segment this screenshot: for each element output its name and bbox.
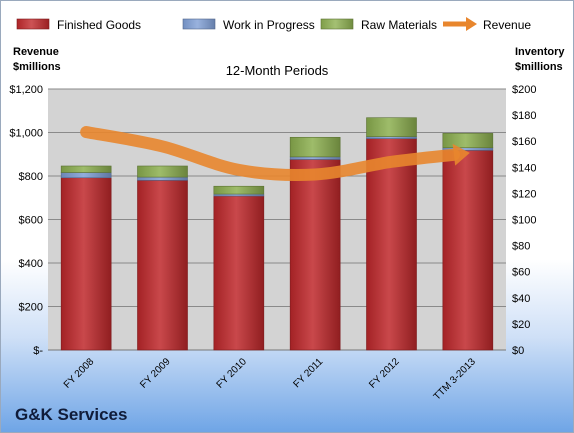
right-tick-label: $140: [512, 162, 536, 174]
right-axis-title-line2: $millions: [515, 61, 563, 73]
bar-finished-goods: [442, 150, 494, 351]
bar-raw-materials: [213, 185, 265, 195]
bar-raw-materials: [137, 165, 188, 178]
chart-title: 12-Month Periods: [226, 63, 329, 78]
bar-raw-materials: [442, 133, 494, 149]
right-axis-title-line1: Inventory: [515, 46, 565, 58]
legend-label: Revenue: [483, 18, 531, 32]
bar-raw-materials: [60, 165, 112, 173]
bar-finished-goods: [60, 177, 112, 351]
bar-finished-goods: [366, 138, 417, 351]
left-tick-label: $1,000: [9, 128, 43, 140]
x-tick-label: FY 2008: [62, 356, 97, 391]
left-tick-label: $-: [33, 345, 43, 357]
legend-swatch: [16, 18, 50, 30]
x-tick-label: FY 2011: [291, 356, 325, 390]
x-tick-label: TTM 3-2013: [432, 356, 479, 403]
left-tick-label: $600: [19, 215, 43, 227]
right-tick-label: $60: [512, 267, 530, 279]
legend-label: Work in Progress: [223, 18, 315, 32]
bar-work-in-progress: [289, 156, 341, 160]
right-tick-label: $120: [512, 188, 536, 200]
right-tick-label: $200: [512, 84, 536, 96]
bar-raw-materials: [366, 117, 417, 137]
x-tick-label: FY 2010: [215, 356, 250, 391]
bar-work-in-progress: [60, 172, 112, 179]
bar-work-in-progress: [137, 176, 188, 181]
legend-label: Finished Goods: [57, 18, 141, 32]
bar-finished-goods: [137, 180, 188, 351]
legend-arrow-icon: [466, 17, 477, 31]
left-tick-label: $1,200: [9, 84, 43, 96]
right-tick-label: $180: [512, 110, 536, 122]
left-axis-title-line1: Revenue: [13, 46, 59, 58]
right-tick-label: $80: [512, 241, 530, 253]
right-tick-label: $40: [512, 293, 530, 305]
legend-swatch: [320, 18, 354, 30]
x-tick-label: FY 2009: [138, 356, 173, 391]
bar-raw-materials: [289, 136, 341, 158]
left-tick-label: $200: [19, 302, 43, 314]
revenue-line: [80, 126, 460, 181]
revenue-arrowhead: [452, 143, 470, 166]
right-tick-label: $0: [512, 345, 524, 357]
bar-finished-goods: [213, 195, 265, 351]
x-tick-label: FY 2012: [367, 356, 402, 391]
left-tick-label: $800: [19, 171, 43, 183]
legend-swatch: [182, 18, 216, 30]
right-tick-label: $20: [512, 319, 530, 331]
legend-label: Raw Materials: [361, 18, 437, 32]
right-tick-label: $160: [512, 136, 536, 148]
left-axis-title-line2: $millions: [13, 61, 61, 73]
company-name: G&K Services: [15, 405, 128, 424]
left-tick-label: $400: [19, 258, 43, 270]
bar-finished-goods: [289, 159, 341, 351]
right-tick-label: $100: [512, 215, 536, 227]
